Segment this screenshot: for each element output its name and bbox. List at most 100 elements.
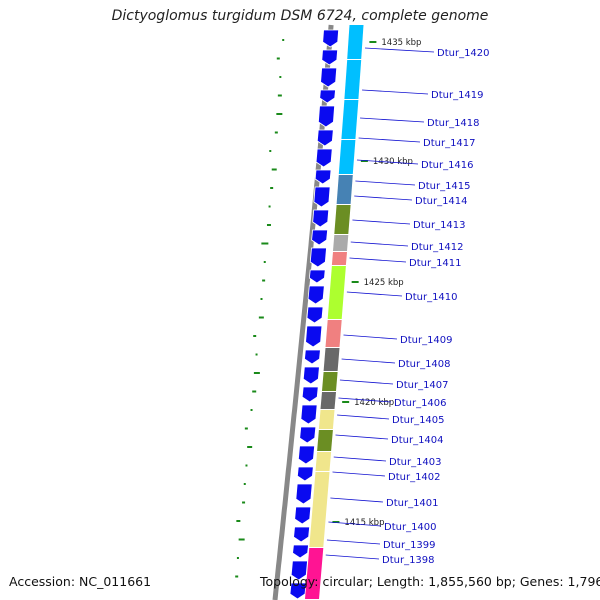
cog-segment — [323, 348, 340, 371]
gene-arrow — [294, 506, 312, 525]
gene-arrow — [307, 285, 325, 305]
leader-line — [354, 195, 413, 201]
leader-line — [360, 117, 425, 123]
gc-content-layer — [235, 39, 285, 578]
leader-line — [343, 334, 398, 340]
gene-label: Dtur_1413 — [413, 220, 466, 231]
leader-line — [341, 358, 396, 364]
gene-arrow — [289, 582, 307, 600]
gene-arrow — [305, 325, 323, 348]
gene-arrow — [293, 526, 311, 543]
gene-arrow — [312, 209, 330, 228]
cog-segment — [309, 472, 330, 547]
leader-line — [339, 379, 394, 385]
kbp-label: 1435 kbp — [381, 38, 421, 48]
gene-label: Dtur_1405 — [392, 415, 445, 426]
gene-arrow — [296, 466, 314, 482]
gene-arrow — [304, 349, 321, 365]
cog-segment — [320, 392, 336, 409]
gene-arrow — [299, 426, 317, 444]
gene-label: Dtur_1416 — [421, 160, 474, 171]
gene-label: Dtur_1412 — [411, 242, 464, 253]
leader-line — [356, 159, 419, 165]
gene-label: Dtur_1403 — [389, 457, 442, 468]
gene-label: Dtur_1419 — [431, 90, 484, 101]
gene-label: Dtur_1415 — [418, 181, 471, 192]
leader-line — [326, 539, 381, 545]
leader-line — [333, 456, 387, 462]
accession-text: Accession: NC_011661 — [9, 574, 152, 589]
leader-line — [328, 521, 382, 527]
gene-arrow — [300, 404, 318, 425]
cog-segment — [341, 100, 359, 139]
gene-label: Dtur_1401 — [386, 498, 439, 509]
gene-arrow — [319, 89, 336, 104]
cog-segment — [305, 548, 324, 599]
gene-arrow-layer — [289, 29, 340, 600]
gene-arrow — [317, 105, 336, 128]
kbp-label: 1420 kbp — [354, 398, 394, 408]
gene-arrow — [302, 366, 320, 385]
gene-label: Dtur_1400 — [384, 522, 437, 533]
kbp-label: 1425 kbp — [364, 278, 404, 288]
leader-line — [358, 137, 421, 143]
leader-line — [349, 257, 407, 263]
cog-segment — [347, 25, 364, 59]
gene-label: Dtur_1399 — [383, 540, 436, 551]
gene-arrow — [301, 386, 319, 403]
gene-label: Dtur_1411 — [409, 258, 462, 269]
gene-label: Dtur_1402 — [388, 472, 441, 483]
leader-line — [350, 241, 409, 247]
cog-segment — [315, 452, 332, 471]
gene-label: Dtur_1414 — [415, 196, 468, 207]
gene-label: Dtur_1417 — [423, 138, 476, 149]
gene-arrow — [321, 49, 339, 66]
cog-segment — [338, 140, 356, 174]
cog-color-layer — [305, 25, 364, 599]
leader-line — [352, 219, 411, 225]
gene-arrow — [292, 544, 309, 559]
gene-arrow — [314, 169, 332, 185]
gene-arrow — [290, 560, 308, 581]
leader-line — [355, 180, 416, 186]
leader-line — [338, 397, 392, 403]
gene-arrow — [306, 306, 324, 324]
cog-segment — [325, 320, 342, 347]
kbp-label: 1415 kbp — [344, 518, 384, 528]
cog-segment — [333, 235, 349, 251]
gene-label: Dtur_1406 — [394, 398, 447, 409]
leader-line — [332, 471, 386, 477]
leader-line — [337, 414, 390, 420]
cog-segment — [317, 430, 333, 451]
gene-label: Dtur_1408 — [398, 359, 451, 370]
cog-segment — [327, 266, 346, 319]
gene-arrow — [316, 129, 334, 147]
gene-label: Dtur_1418 — [427, 118, 480, 129]
topology-text: Topology: circular; Length: 1,855,560 bp… — [260, 574, 600, 589]
gene-label: Dtur_1410 — [405, 292, 458, 303]
gene-arrow — [295, 483, 313, 505]
gene-arrow — [311, 229, 329, 246]
cog-segment — [322, 372, 338, 391]
gene-label: Dtur_1407 — [396, 380, 449, 391]
leader-line — [362, 89, 429, 95]
leader-line — [364, 47, 435, 53]
leader-line — [335, 434, 389, 440]
gene-label-layer: Dtur_1420 Dtur_1419 Dtur_1418 Dtur_1417 Dtur… — [325, 47, 490, 566]
cog-segment — [336, 175, 353, 204]
gene-label: Dtur_1398 — [382, 555, 435, 566]
leader-line — [330, 497, 384, 503]
map-title: Dictyoglomus turgidum DSM 6724, complete… — [111, 8, 489, 24]
gene-arrow — [313, 186, 331, 208]
cog-segment — [344, 60, 362, 99]
gene-label: Dtur_1404 — [391, 435, 444, 446]
gene-arrow — [320, 67, 338, 88]
gene-arrow — [308, 269, 326, 284]
cog-segment — [318, 410, 335, 429]
gene-arrow — [315, 148, 333, 168]
gene-arrow — [297, 445, 316, 465]
cog-segment — [331, 252, 347, 265]
leader-line — [325, 554, 380, 560]
gene-label: Dtur_1409 — [400, 335, 453, 346]
